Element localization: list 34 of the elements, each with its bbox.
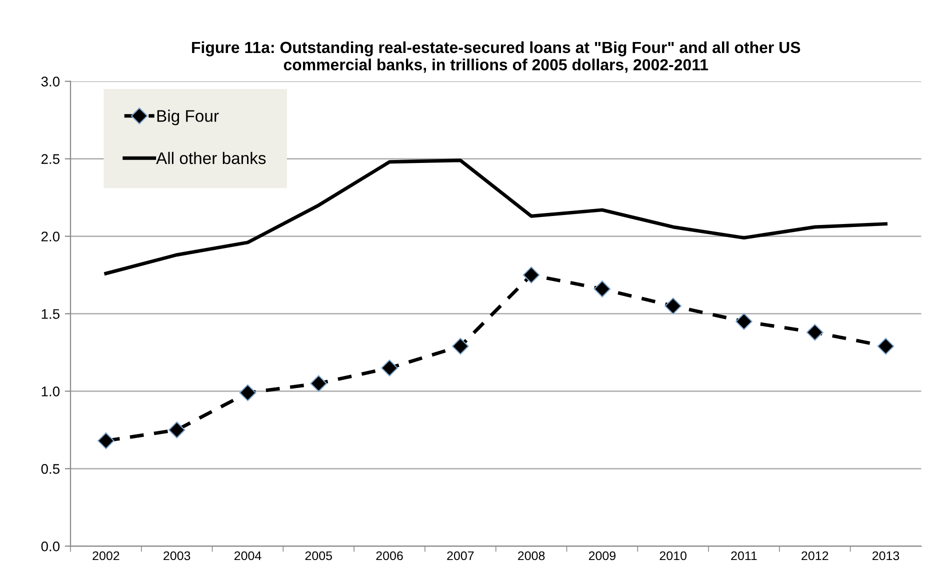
y-tick-label: 0.5 <box>41 464 60 474</box>
point <box>239 384 256 402</box>
point <box>522 266 540 284</box>
y-tick-label: 0.0 <box>41 541 60 552</box>
x-tick-label: 2008 <box>518 551 545 560</box>
y-tick-label: 2.0 <box>41 232 60 242</box>
x-tick-label: 2002 <box>92 551 120 560</box>
point <box>310 375 328 392</box>
point <box>381 360 398 376</box>
x-tick-label: 2003 <box>164 551 190 560</box>
x-tick-label: 2005 <box>305 551 332 560</box>
point <box>168 422 186 438</box>
point <box>736 313 752 330</box>
point <box>452 338 469 355</box>
point <box>664 298 682 314</box>
point <box>877 338 894 355</box>
point <box>806 324 824 341</box>
legend-label: Big Four <box>157 110 219 126</box>
y-tick-label: 1.5 <box>42 309 60 319</box>
x-tick-label: 2013 <box>872 551 900 560</box>
x-tick-label: 2009 <box>588 551 616 560</box>
x-tick-label: 2010 <box>660 551 686 560</box>
x-tick-label: 2006 <box>376 551 403 560</box>
x-tick-label: 2007 <box>447 551 474 560</box>
y-tick-label: 1.0 <box>42 386 60 396</box>
point <box>98 432 114 450</box>
chart-title: Figure 11a: Outstanding real-estate-secured loans at "Big Four" and all other US commercial banks, in trillions of 2005 dollars, 2002-2011 <box>192 41 800 73</box>
y-tick-label: 2.5 <box>41 154 60 164</box>
point <box>594 280 611 298</box>
x-tick-label: 2012 <box>802 551 828 560</box>
x-tick-label: 2004 <box>234 551 262 560</box>
legend-label: All other banks <box>156 152 266 164</box>
x-tick-label: 2011 <box>731 551 757 560</box>
y-tick-label: 3.0 <box>41 76 60 87</box>
